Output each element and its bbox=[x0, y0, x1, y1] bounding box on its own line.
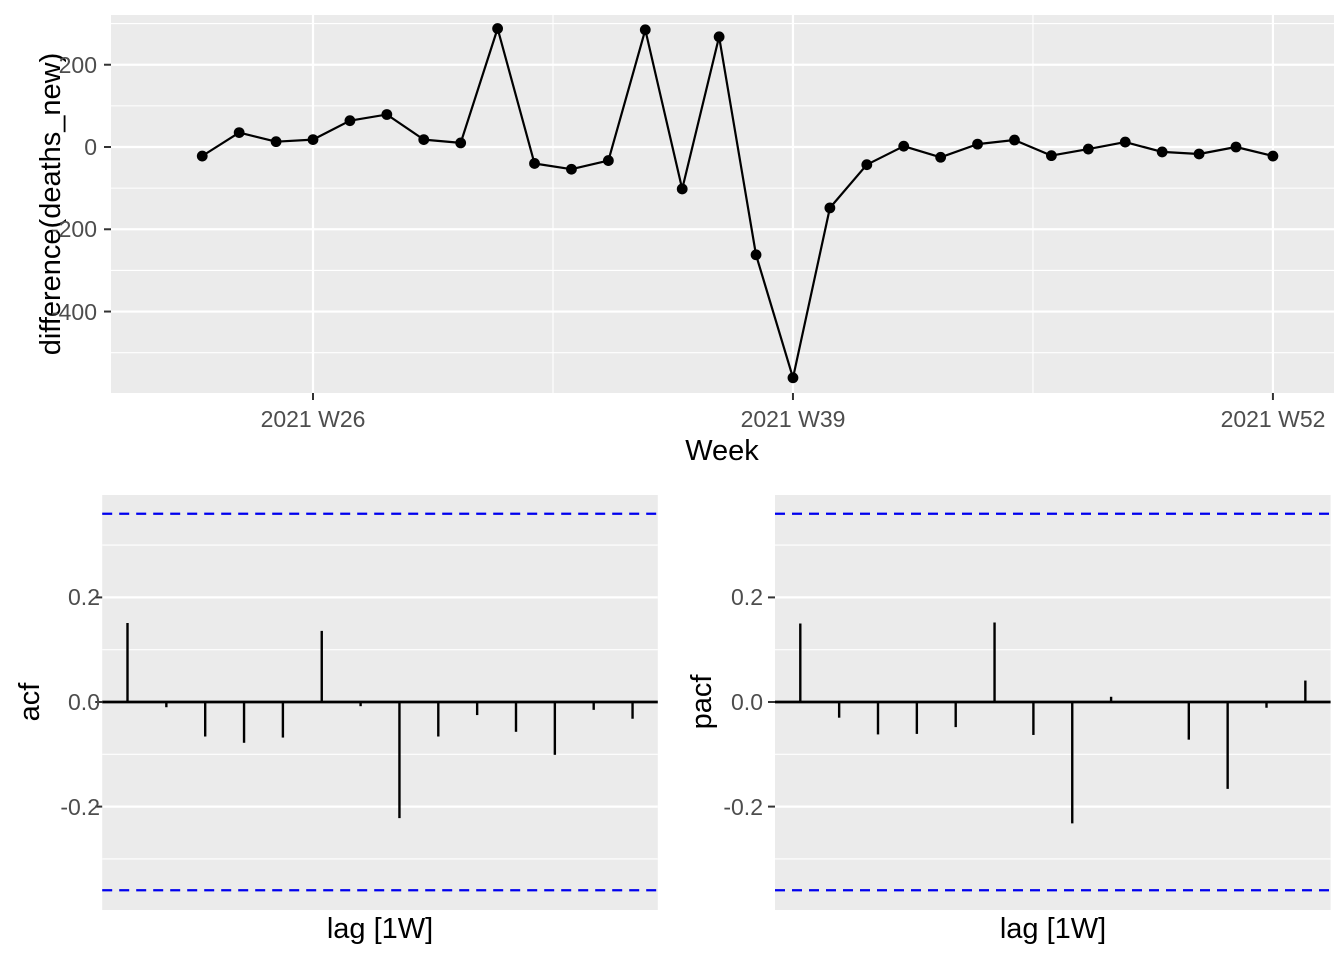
difference-series-point bbox=[196, 150, 208, 162]
difference-series-point bbox=[972, 138, 983, 150]
top-x-axis-title: Week bbox=[685, 435, 759, 467]
difference-series-point bbox=[455, 137, 467, 149]
difference-series-point bbox=[1119, 136, 1131, 148]
top-y-tick-0: 0 bbox=[84, 134, 97, 160]
difference-series-point bbox=[566, 163, 577, 175]
acf-y-tick-neg02: -0.2 bbox=[60, 794, 100, 820]
difference-series-point bbox=[1009, 134, 1020, 146]
acf-y-tick-00: 0.0 bbox=[68, 689, 100, 715]
difference-series-point bbox=[492, 23, 503, 34]
difference-series-point bbox=[713, 31, 725, 43]
difference-series-point bbox=[898, 140, 910, 152]
difference-series-point bbox=[750, 249, 762, 261]
top-x-tick-w39: 2021 W39 bbox=[740, 406, 846, 432]
pacf-y-tick-02: 0.2 bbox=[731, 584, 763, 610]
difference-series-point bbox=[1046, 150, 1057, 162]
difference-series-point bbox=[233, 127, 245, 139]
difference-series-point bbox=[1082, 143, 1094, 155]
difference-series-point bbox=[639, 24, 651, 36]
top-panel-background bbox=[111, 15, 1334, 393]
difference-series-point bbox=[381, 109, 393, 120]
difference-series-point bbox=[344, 115, 356, 127]
top-y-tick-neg400: -400 bbox=[50, 299, 97, 325]
top-y-tick-neg200: -200 bbox=[50, 216, 97, 242]
difference-series-point bbox=[1267, 150, 1279, 162]
difference-series-line bbox=[201, 27, 1274, 379]
difference-series-point bbox=[861, 159, 873, 171]
pacf-y-tick-neg02: -0.2 bbox=[723, 794, 763, 820]
top-y-tick-200: 200 bbox=[58, 52, 97, 78]
acf-y-tick-02: 0.2 bbox=[68, 584, 100, 610]
difference-series-point bbox=[935, 151, 947, 163]
pacf-y-tick-00: 0.0 bbox=[731, 689, 763, 715]
pacf-x-axis-title: lag [1W] bbox=[999, 913, 1107, 945]
difference-series-point bbox=[1156, 146, 1168, 158]
difference-series-point bbox=[676, 183, 688, 195]
difference-series-point bbox=[602, 155, 614, 166]
acf-x-axis-title: lag [1W] bbox=[326, 913, 434, 945]
top-x-tick-w52: 2021 W52 bbox=[1220, 406, 1326, 432]
difference-series-point bbox=[270, 136, 282, 148]
difference-series-point bbox=[418, 134, 430, 145]
difference-series-point bbox=[787, 372, 799, 384]
difference-series-point bbox=[1230, 141, 1242, 153]
difference-series-point bbox=[1193, 148, 1205, 160]
difference-series-point bbox=[307, 134, 319, 145]
difference-series-point bbox=[529, 158, 540, 169]
difference-series-point bbox=[824, 202, 836, 214]
top-x-tick-w26: 2021 W26 bbox=[260, 406, 366, 432]
